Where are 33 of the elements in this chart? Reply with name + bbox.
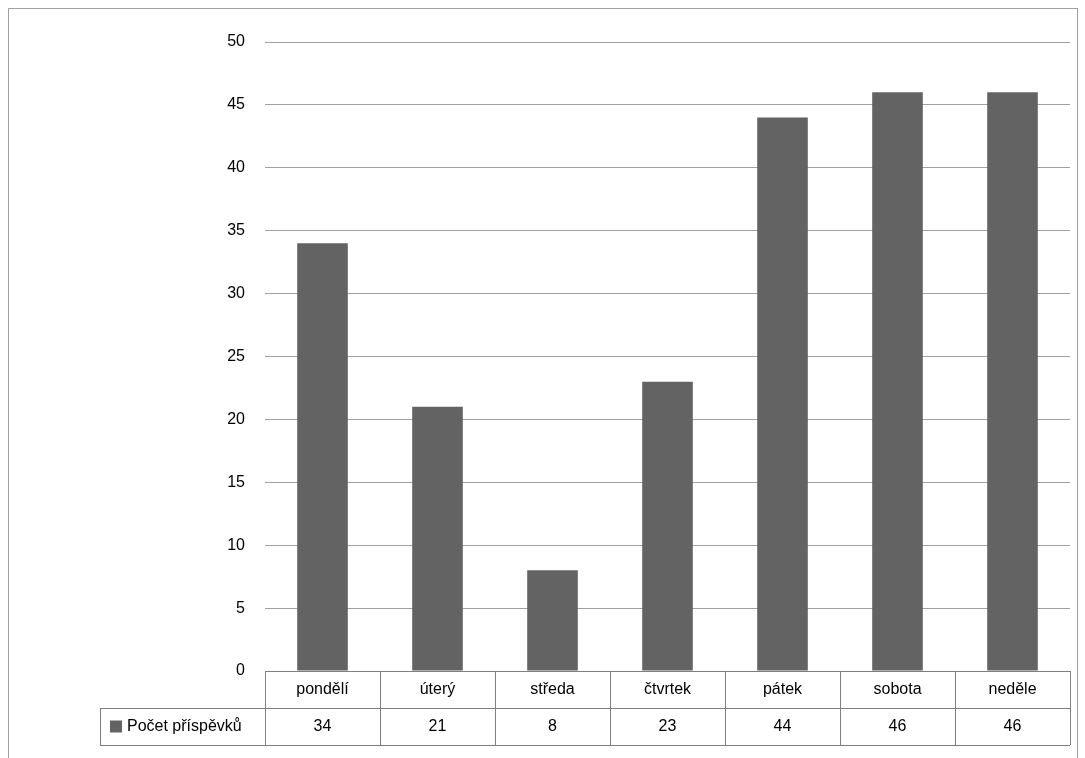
y-tick-label: 10 [227, 535, 246, 553]
y-tick-label: 40 [227, 158, 246, 176]
data-label: 46 [1003, 716, 1022, 734]
data-label: 34 [313, 716, 332, 734]
bar [872, 92, 923, 671]
data-label: 23 [658, 716, 677, 734]
bar [412, 406, 463, 671]
x-tick-label: sobota [873, 679, 922, 697]
legend-label: Počet příspěvků [127, 716, 242, 734]
y-tick-label: 45 [227, 95, 246, 113]
x-tick-label: úterý [419, 679, 456, 697]
x-tick-label: středa [530, 679, 575, 697]
y-tick-label: 50 [227, 32, 246, 50]
x-tick-label: pondělí [296, 679, 350, 697]
y-tick-label: 25 [227, 346, 246, 364]
data-label: 21 [428, 716, 447, 734]
bar [757, 117, 808, 671]
y-tick-label: 30 [227, 284, 246, 302]
bar [987, 92, 1038, 671]
x-tick-label: čtvrtek [643, 679, 693, 697]
data-label: 46 [888, 716, 907, 734]
data-label: 8 [548, 716, 558, 734]
y-tick-label: 0 [236, 661, 246, 679]
bar [527, 570, 578, 671]
y-tick-label: 20 [227, 409, 246, 427]
x-tick-label: pátek [762, 679, 804, 697]
y-tick-label: 15 [227, 472, 246, 490]
bar [297, 243, 348, 671]
x-tick-label: neděle [988, 679, 1037, 697]
bar [642, 381, 693, 671]
data-label: 44 [773, 716, 792, 734]
y-tick-label: 35 [227, 221, 246, 239]
y-tick-label: 5 [236, 598, 246, 616]
